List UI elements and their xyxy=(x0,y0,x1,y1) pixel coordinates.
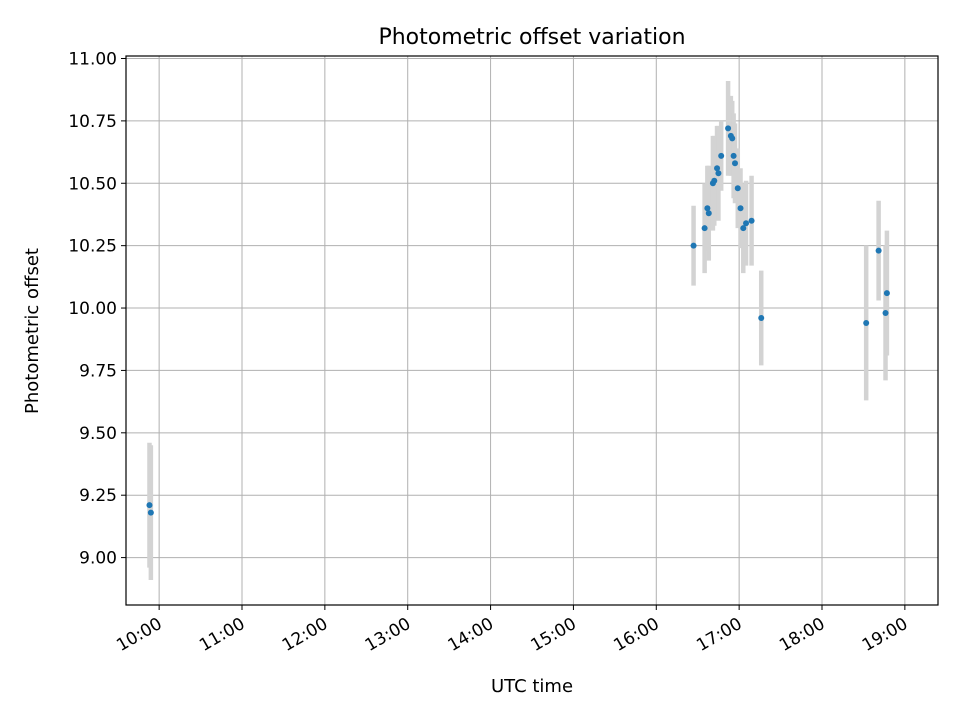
data-point xyxy=(701,225,708,232)
y-axis-ticks: 9.00 9.25 9.50 9.75 10.00 10.25 10.50 10.75 11.0… xyxy=(68,49,126,569)
y-tick-label: 10.75 xyxy=(68,112,117,132)
data-points xyxy=(146,125,890,516)
x-tick-label: 17:00 xyxy=(693,614,745,656)
y-axis-label: Photometric offset xyxy=(22,248,43,414)
data-point xyxy=(725,125,732,132)
data-point xyxy=(732,160,738,167)
y-tick-label: 9.25 xyxy=(79,486,117,506)
data-point xyxy=(730,152,737,159)
y-tick-label: 10.25 xyxy=(68,237,117,257)
grid xyxy=(126,56,938,605)
x-tick-label: 15:00 xyxy=(527,614,579,656)
y-tick-label: 10.50 xyxy=(68,174,117,194)
data-point xyxy=(146,502,153,509)
x-tick-label: 19:00 xyxy=(859,614,911,656)
data-point xyxy=(718,152,725,159)
chart-title: Photometric offset variation xyxy=(378,25,685,50)
data-point xyxy=(729,135,736,142)
data-point xyxy=(711,177,718,184)
data-point xyxy=(734,185,741,192)
x-axis-label: UTC time xyxy=(491,676,573,697)
data-point xyxy=(875,247,882,254)
data-point xyxy=(715,170,722,177)
data-point xyxy=(704,205,711,212)
data-point xyxy=(690,242,697,249)
data-point xyxy=(863,320,870,327)
data-point xyxy=(748,217,755,224)
x-tick-label: 11:00 xyxy=(196,614,248,656)
y-tick-label: 9.50 xyxy=(79,424,117,444)
error-bars xyxy=(147,80,890,581)
y-tick-label: 9.00 xyxy=(79,549,117,569)
data-point xyxy=(737,205,744,212)
data-point xyxy=(758,315,765,322)
data-point xyxy=(705,210,712,217)
x-axis-ticks: 10:00 11:00 12:00 13:00 14:00 15:00 16:00 17:00… xyxy=(113,605,911,656)
data-point xyxy=(882,310,889,317)
data-point xyxy=(740,225,747,232)
x-tick-label: 10:00 xyxy=(113,614,165,656)
x-tick-label: 12:00 xyxy=(279,614,331,656)
x-tick-label: 16:00 xyxy=(610,614,662,656)
y-tick-label: 10.00 xyxy=(68,299,117,319)
x-tick-label: 14:00 xyxy=(445,614,497,656)
y-tick-label: 9.75 xyxy=(79,361,117,381)
data-point xyxy=(883,290,890,297)
data-point xyxy=(743,220,750,227)
x-tick-label: 18:00 xyxy=(776,614,828,656)
x-tick-label: 13:00 xyxy=(362,614,414,656)
y-tick-label: 11.00 xyxy=(68,49,117,69)
data-point xyxy=(147,509,154,516)
plot-frame xyxy=(125,55,939,606)
data-point xyxy=(714,165,721,172)
